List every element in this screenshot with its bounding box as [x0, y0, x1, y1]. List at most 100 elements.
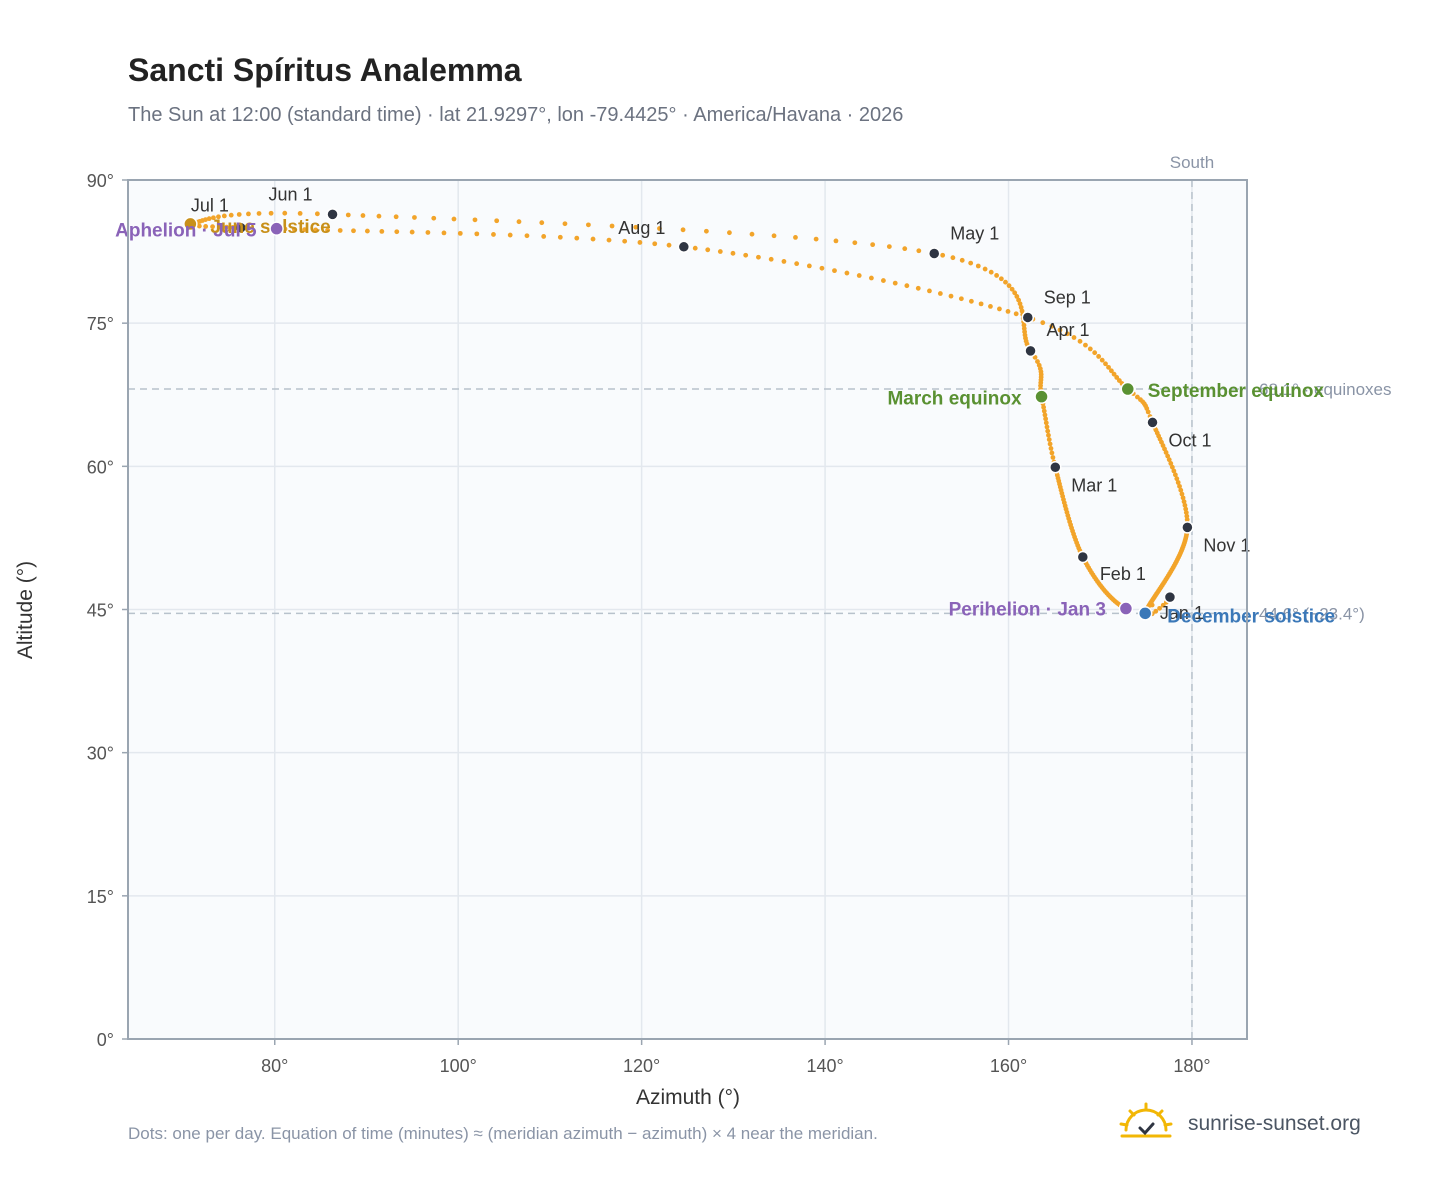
daily-dot [1153, 608, 1159, 614]
daily-dot [904, 283, 910, 289]
daily-dot [994, 273, 1000, 278]
daily-dot [325, 227, 330, 233]
daily-dot [1043, 416, 1049, 422]
daily-dot [1043, 420, 1049, 426]
daily-dot [1106, 364, 1111, 370]
december-altitude-label: 44.6° (−23.4°) [1259, 604, 1365, 623]
daily-dot [236, 212, 242, 217]
daily-dot [1064, 331, 1070, 337]
daily-dot [1009, 286, 1015, 292]
daily-dot [494, 218, 500, 224]
daily-dot [1179, 491, 1185, 497]
y-tick-label: 60° [87, 457, 114, 477]
daily-dot [1181, 499, 1187, 505]
daily-dot [1046, 432, 1051, 438]
daily-dot [771, 233, 777, 239]
daily-dot [1083, 342, 1088, 348]
daily-dot [717, 249, 723, 254]
daily-dot [988, 269, 994, 275]
equinox-altitude-label: 68.1° · equinoxes [1259, 380, 1392, 399]
daily-dot [950, 255, 956, 261]
daily-dot [998, 276, 1004, 282]
daily-dot [1177, 483, 1182, 489]
daily-dot [302, 227, 307, 233]
daily-dot [781, 259, 787, 264]
daily-dot [574, 235, 580, 241]
month-dot [1049, 461, 1062, 474]
daily-dot [409, 229, 415, 235]
daily-dot [886, 244, 892, 250]
daily-dot [507, 232, 513, 238]
x-tick-label: 180° [1173, 1056, 1210, 1076]
south-label: South [1170, 153, 1214, 172]
footnote: Dots: one per day. Equation of time (min… [128, 1124, 878, 1143]
daily-dot [472, 217, 478, 223]
y-tick-label: 90° [87, 171, 114, 191]
daily-dot [743, 252, 749, 258]
daily-dot [1014, 294, 1020, 299]
daily-dot [606, 237, 612, 243]
daily-dot [268, 210, 274, 216]
event-dot [269, 221, 284, 236]
y-tick-label: 15° [87, 887, 114, 907]
daily-dot [622, 238, 628, 244]
daily-dot [856, 273, 862, 278]
daily-dot [360, 213, 366, 218]
month-label: May 1 [950, 223, 999, 243]
event-dot [183, 216, 198, 232]
x-tick-label: 160° [990, 1056, 1027, 1076]
daily-dot [730, 250, 736, 256]
daily-dot [982, 266, 988, 272]
daily-dot [224, 224, 229, 230]
daily-dot [1180, 495, 1186, 501]
event-dot [1118, 601, 1134, 616]
daily-dot [892, 280, 898, 286]
daily-dot [794, 261, 800, 267]
daily-dot [1171, 468, 1177, 474]
daily-dot [1018, 304, 1024, 310]
daily-dot [1048, 446, 1054, 451]
daily-dot [948, 293, 954, 299]
daily-dot [915, 285, 921, 291]
daily-dot [379, 228, 385, 234]
month-label: Nov 1 [1203, 535, 1250, 555]
y-tick-label: 75° [87, 314, 114, 334]
daily-dot [282, 210, 288, 216]
daily-dot [916, 248, 922, 254]
month-label: Jan 1 [1160, 603, 1204, 623]
month-label: Aug 1 [618, 218, 665, 238]
daily-dot [609, 223, 615, 229]
daily-dot [1012, 290, 1018, 296]
event-label: March equinox [887, 389, 1022, 410]
daily-dot [806, 263, 812, 269]
daily-dot [376, 213, 382, 219]
daily-dot [652, 241, 658, 247]
daily-dot [541, 234, 547, 239]
daily-dot [314, 211, 320, 217]
daily-dot [351, 228, 356, 234]
page-subtitle: The Sun at 12:00 (standard time) · lat 2… [128, 104, 904, 126]
reference-lines: South 68.1° · equinoxes 44.6° (−23.4°) [128, 153, 1392, 1039]
daily-dot [1006, 283, 1012, 289]
event-dot [1120, 381, 1136, 397]
daily-dot [586, 222, 591, 228]
daily-dot [637, 240, 643, 245]
month-dot [1163, 590, 1177, 604]
daily-dot [364, 228, 370, 234]
daily-dot [557, 234, 563, 240]
daily-dot [1165, 453, 1171, 459]
daily-dot [211, 215, 216, 221]
event-label: December solstice [1167, 606, 1335, 627]
daily-dot [217, 224, 223, 230]
daily-dot [203, 224, 209, 229]
daily-dot [844, 270, 850, 276]
brand[interactable]: sunrise-sunset.org [1118, 1102, 1361, 1146]
sun-check-icon [1118, 1102, 1174, 1147]
daily-dot [256, 211, 262, 216]
daily-dot [1108, 368, 1114, 374]
daily-dot [1163, 450, 1169, 455]
daily-dot [657, 226, 662, 231]
daily-dot [345, 212, 351, 218]
daily-dot [1003, 279, 1008, 285]
